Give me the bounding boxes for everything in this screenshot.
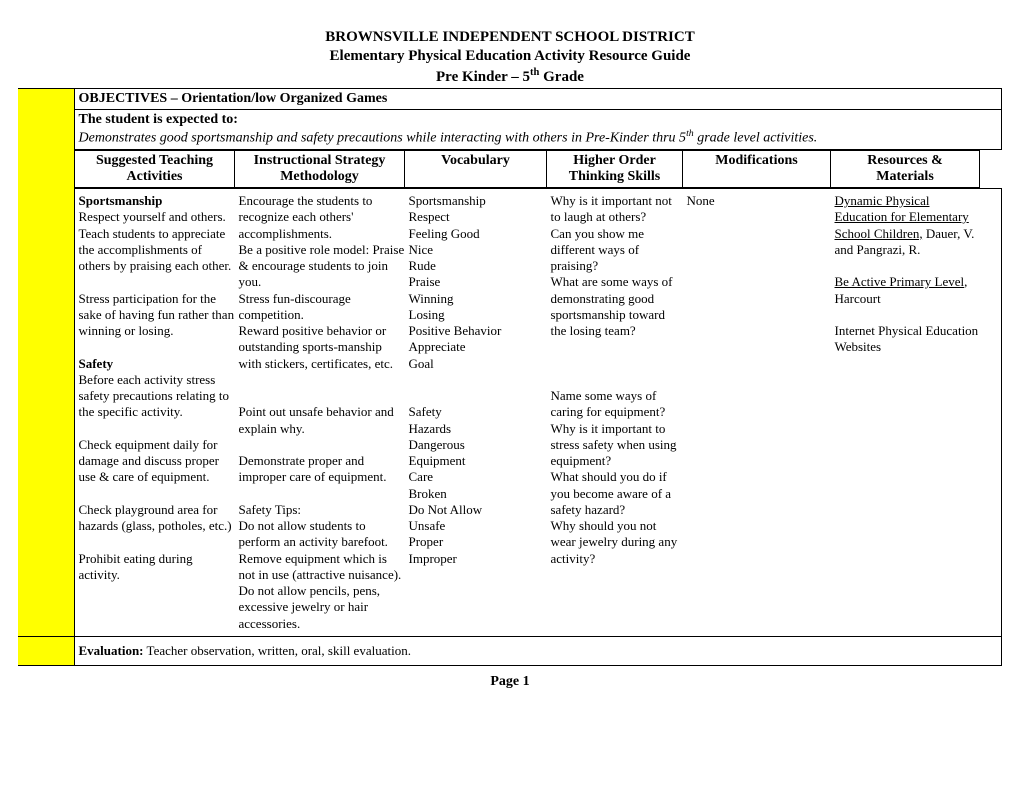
col-modifications: None (687, 193, 835, 632)
col-header-methodology: Instructional StrategyMethodology (234, 150, 404, 188)
header-line-3: Pre Kinder – 5th Grade (18, 66, 1002, 87)
col-methodology: Encourage the students to recognize each… (239, 193, 409, 632)
col-header-modifications: Modifications (682, 150, 830, 188)
header-line-1: BROWNSVILLE INDEPENDENT SCHOOL DISTRICT (18, 28, 1002, 47)
col-thinking: Why is it important not to laugh at othe… (551, 193, 687, 632)
col-activities: Sportsmanship Respect yourself and other… (79, 193, 239, 632)
document-header: BROWNSVILLE INDEPENDENT SCHOOL DISTRICT … (18, 28, 1002, 86)
column-header-row: Suggested TeachingActivities Instruction… (74, 149, 1002, 188)
evaluation-text: Teacher observation, written, oral, skil… (144, 643, 411, 658)
objectives-row: OBJECTIVES – Orientation/low Organized G… (74, 89, 1002, 110)
evaluation-row: Evaluation: Teacher observation, written… (74, 636, 1002, 665)
page-number: Page 1 (18, 674, 1002, 690)
col-header-resources: Resources &Materials (830, 150, 980, 188)
curriculum-table: OBJECTIVES – Orientation/low Organized G… (18, 88, 1002, 666)
expected-row: The student is expected to: Demonstrates… (74, 110, 1002, 150)
resource-link-2: Be Active Primary Level (835, 274, 965, 289)
header-line-2: Elementary Physical Education Activity R… (18, 47, 1002, 66)
col-header-activities: Suggested TeachingActivities (74, 150, 234, 188)
col-vocabulary: Sportsmanship Respect Feeling Good Nice … (409, 193, 551, 632)
col-resources: Dynamic Physical Education for Elementar… (835, 193, 985, 632)
col-header-thinking: Higher OrderThinking Skills (546, 150, 682, 188)
evaluation-label: Evaluation: (79, 643, 144, 658)
sportsmanship-heading: Sportsmanship (79, 193, 163, 208)
safety-heading: Safety (79, 356, 114, 371)
yellow-sidebar (18, 89, 74, 637)
content-row: Sportsmanship Respect yourself and other… (74, 189, 1002, 637)
yellow-sidebar-bottom (18, 636, 74, 665)
col-header-vocabulary: Vocabulary (404, 150, 546, 188)
expected-text: Demonstrates good sportsmanship and safe… (79, 128, 998, 147)
expected-label: The student is expected to: (79, 112, 998, 128)
